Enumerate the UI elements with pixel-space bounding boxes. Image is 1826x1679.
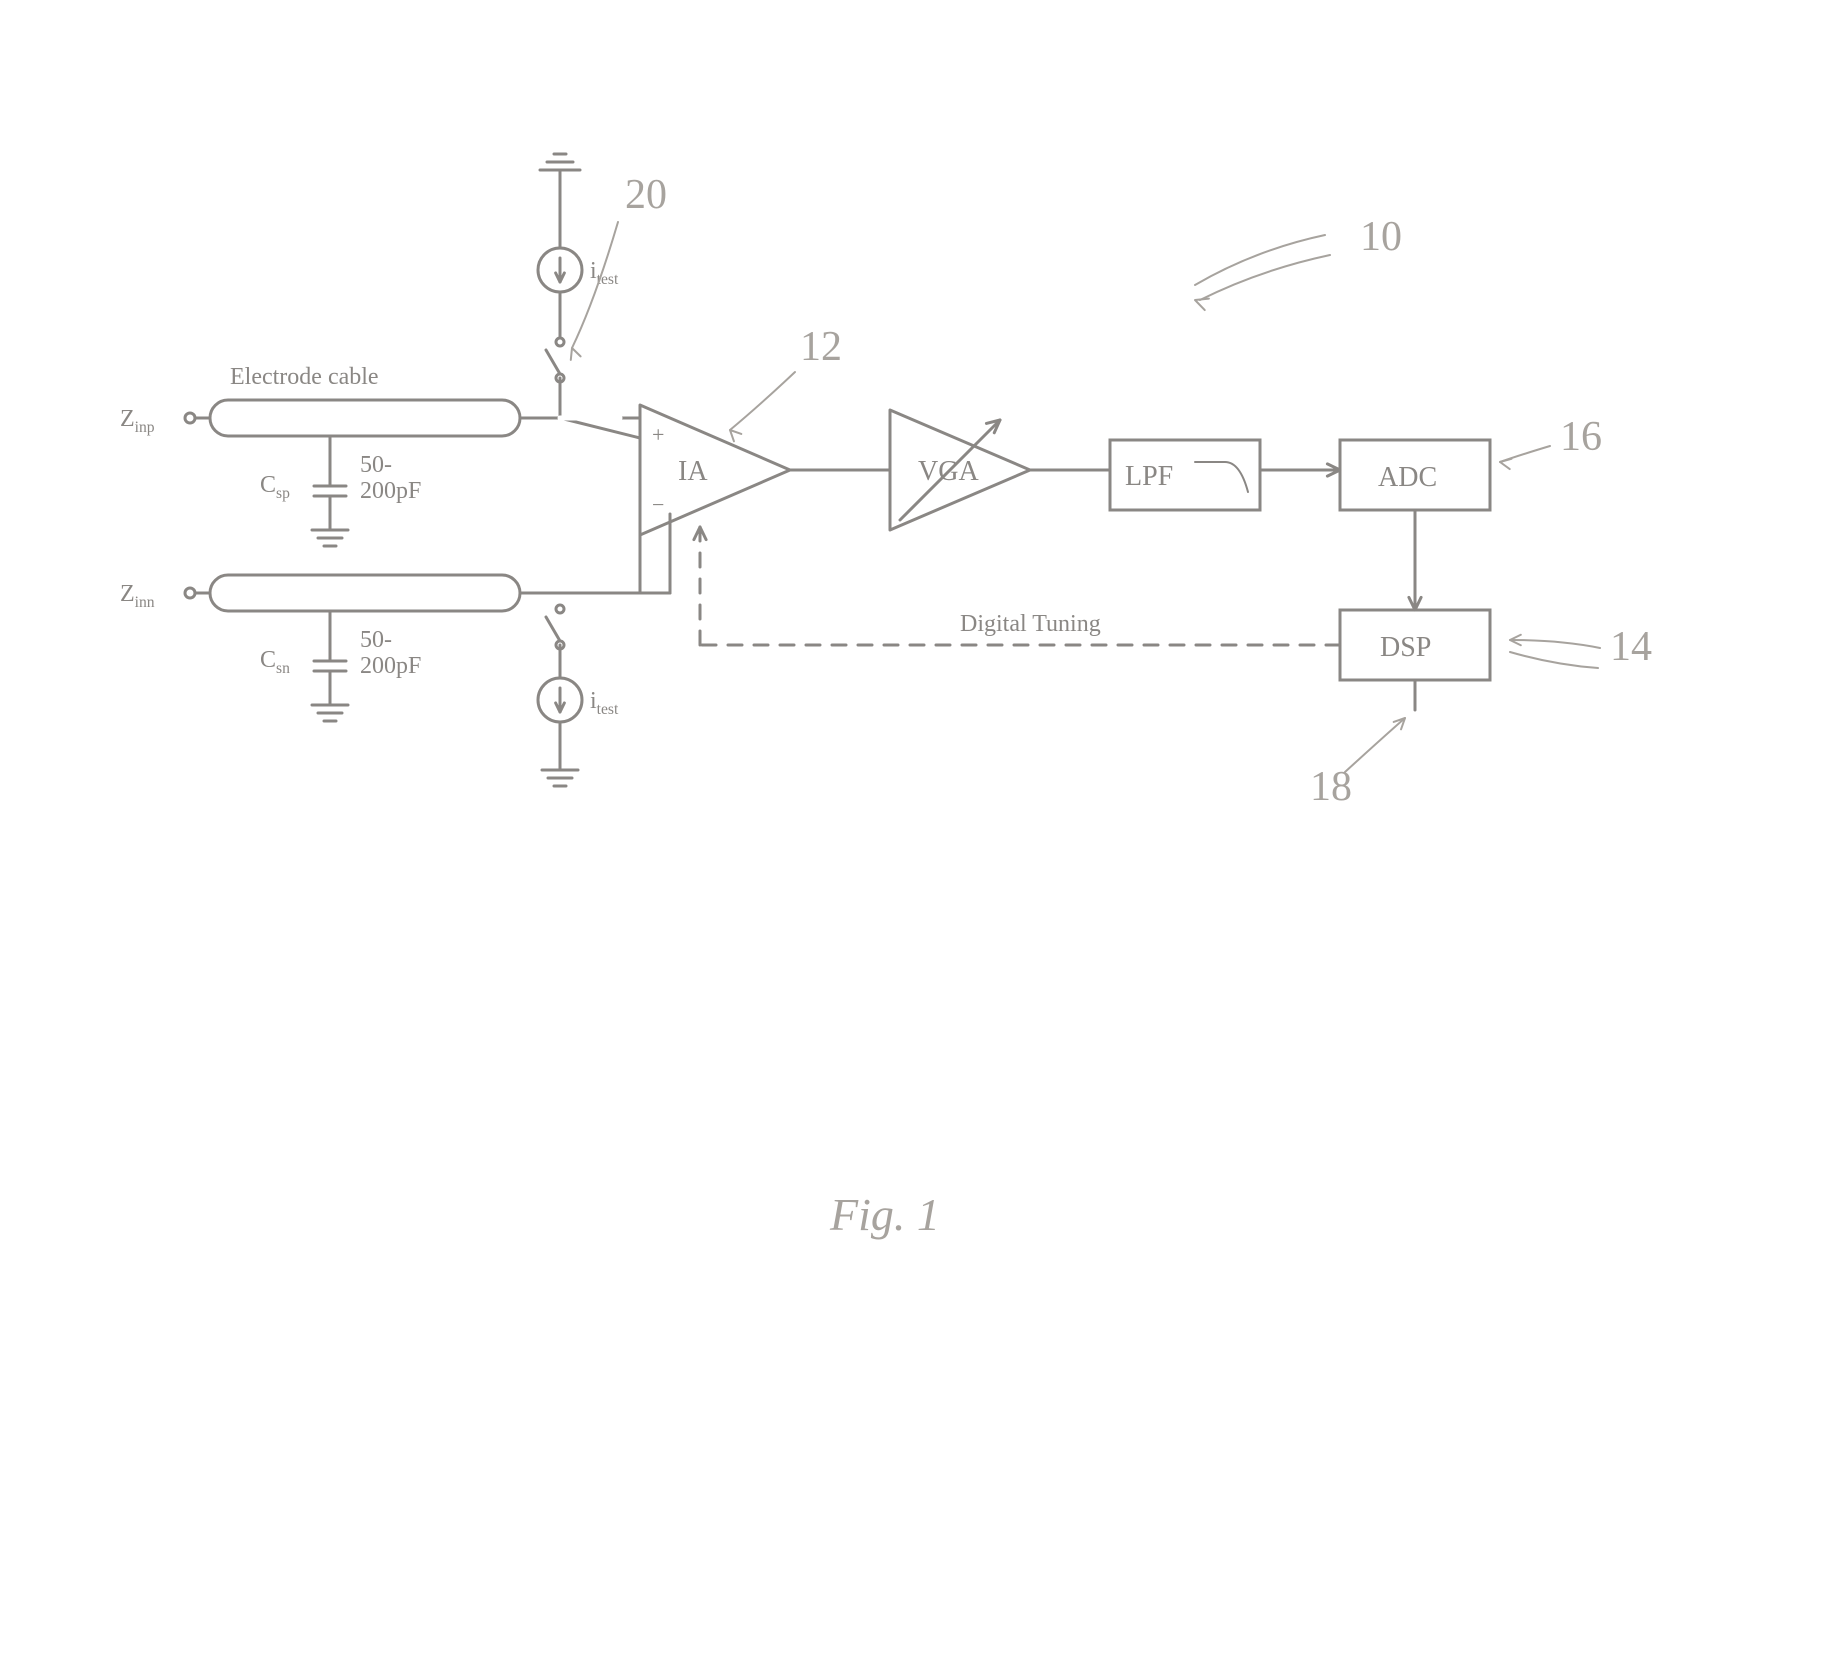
svg-text:+: + bbox=[652, 422, 664, 447]
svg-text:50-: 50- bbox=[360, 627, 392, 653]
ref-10: 10 bbox=[1360, 214, 1402, 260]
label-adc: ADC bbox=[1378, 462, 1437, 493]
svg-text:−: − bbox=[652, 492, 664, 517]
label-lpf: LPF bbox=[1125, 461, 1173, 492]
label-ia: IA bbox=[678, 456, 708, 487]
label-digital-tuning: Digital Tuning bbox=[960, 611, 1101, 637]
label-electrode-cable: Electrode cable bbox=[230, 364, 379, 390]
ref-12: 12 bbox=[800, 324, 842, 370]
label-csp: Csp bbox=[260, 472, 290, 502]
label-zinp: Zinp bbox=[120, 406, 155, 436]
label-csn: Csn bbox=[260, 647, 290, 677]
figure-caption: Fig. 1 bbox=[829, 1189, 940, 1240]
svg-text:50-: 50- bbox=[360, 452, 392, 478]
ref-20: 20 bbox=[625, 172, 667, 218]
figure-canvas: itest20Electrode cableZinpCsp50-200pFZin… bbox=[0, 0, 1826, 1679]
ref-16: 16 bbox=[1560, 414, 1602, 460]
label-dsp: DSP bbox=[1380, 632, 1431, 663]
label-itest-bot: itest bbox=[590, 688, 619, 718]
label-csp-value: 200pF bbox=[360, 478, 421, 504]
label-csn-value: 200pF bbox=[360, 653, 421, 679]
ref-14: 14 bbox=[1610, 624, 1652, 670]
label-zinn: Zinn bbox=[120, 581, 155, 611]
